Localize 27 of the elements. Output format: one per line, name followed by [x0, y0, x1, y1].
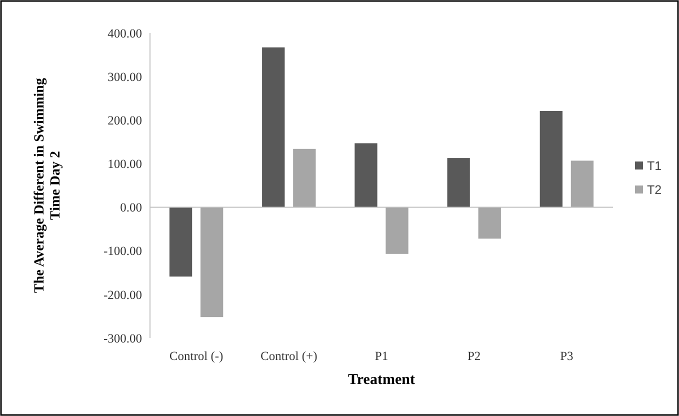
bar [570, 160, 594, 208]
bar [447, 158, 470, 208]
x-axis-title: Treatment [348, 372, 415, 388]
bar [386, 207, 408, 254]
x-tick-label: P1 [374, 349, 388, 363]
x-tick-label: P2 [468, 349, 481, 363]
y-tick-label: -300.00 [103, 331, 142, 346]
bar [169, 207, 192, 277]
y-tick-label: 400.00 [108, 26, 142, 40]
bar [200, 207, 224, 318]
y-tick-label: -200.00 [103, 288, 142, 302]
bar [293, 148, 316, 208]
bar [262, 47, 285, 208]
y-axis-title: The Average Different in Swimming Time Day 2 [32, 78, 64, 293]
x-tick-label: Control (+) [260, 349, 318, 363]
bar [354, 143, 378, 208]
bar [540, 110, 563, 208]
x-tick-label: P3 [560, 349, 574, 363]
x-tick-label: Control (-) [169, 349, 224, 363]
y-tick-label: -100.00 [103, 244, 142, 258]
legend-label: T1 [647, 158, 662, 173]
legend-label: T2 [647, 182, 662, 197]
y-tick-label: 0.00 [120, 200, 142, 215]
bar [478, 207, 501, 239]
y-tick-label: 100.00 [108, 157, 142, 172]
y-tick-label: 300.00 [108, 70, 142, 84]
y-tick-label: 200.00 [108, 114, 142, 128]
